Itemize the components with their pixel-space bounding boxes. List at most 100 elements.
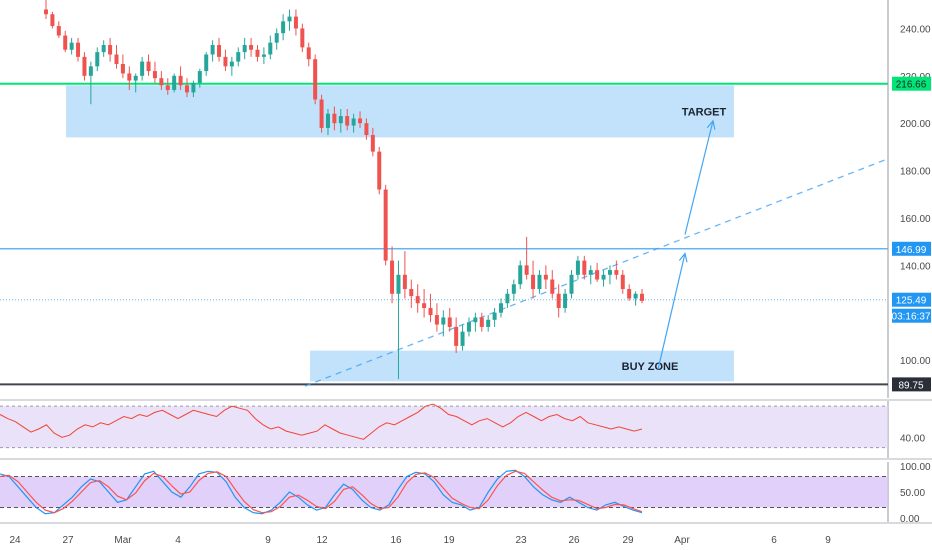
candle[interactable] <box>447 307 452 332</box>
candle[interactable] <box>63 30 68 53</box>
candle[interactable] <box>390 246 395 304</box>
candle[interactable] <box>563 289 568 313</box>
candle[interactable] <box>204 52 209 76</box>
buy-zone-arrow[interactable] <box>657 252 688 370</box>
candle[interactable] <box>338 108 343 133</box>
candle[interactable] <box>274 28 279 50</box>
candle[interactable] <box>620 270 625 294</box>
stochastic-pane[interactable]: 100.00 50.00 0.00 <box>0 462 932 525</box>
candle[interactable] <box>152 61 157 83</box>
candle[interactable] <box>44 0 48 19</box>
candle[interactable] <box>550 270 555 299</box>
candle[interactable] <box>191 80 196 98</box>
time-axis[interactable]: 24 27 Mar 4 9 12 16 19 23 26 29 Apr 6 9 <box>9 535 831 546</box>
candle[interactable] <box>499 298 504 318</box>
candle[interactable] <box>556 284 561 318</box>
candle[interactable] <box>108 37 113 62</box>
candle[interactable] <box>511 279 516 301</box>
candle[interactable] <box>473 312 478 332</box>
candle[interactable] <box>454 317 459 353</box>
rsi-pane[interactable]: 40.00 <box>0 399 932 460</box>
candle[interactable] <box>120 54 125 79</box>
candle[interactable] <box>358 111 363 128</box>
candle[interactable] <box>114 45 119 69</box>
candle[interactable] <box>82 52 87 81</box>
candle[interactable] <box>159 71 164 91</box>
candle[interactable] <box>165 78 170 95</box>
candle[interactable] <box>242 37 247 60</box>
candle[interactable] <box>351 113 356 133</box>
candle[interactable] <box>422 289 427 318</box>
candle[interactable] <box>261 47 266 64</box>
candle[interactable] <box>255 45 260 62</box>
candle[interactable] <box>396 260 401 380</box>
candle[interactable] <box>229 56 234 76</box>
candle[interactable] <box>377 146 382 195</box>
candle[interactable] <box>543 265 548 290</box>
candle[interactable] <box>466 317 471 337</box>
candle[interactable] <box>505 289 510 308</box>
target-zone[interactable] <box>66 85 734 138</box>
candle[interactable] <box>582 255 587 280</box>
candle[interactable] <box>172 73 177 93</box>
candle[interactable] <box>486 315 491 332</box>
candle[interactable] <box>140 56 145 81</box>
candle[interactable] <box>441 310 446 337</box>
rsi-line[interactable] <box>0 403 643 440</box>
candle[interactable] <box>332 106 337 131</box>
candle[interactable] <box>69 37 74 55</box>
candle[interactable] <box>293 9 298 36</box>
candle[interactable] <box>524 236 529 280</box>
candle[interactable] <box>236 47 241 67</box>
candle[interactable] <box>588 265 593 285</box>
candle[interactable] <box>492 307 497 327</box>
candle[interactable] <box>249 37 254 57</box>
candle[interactable] <box>88 61 93 105</box>
candle[interactable] <box>518 260 523 290</box>
candle[interactable] <box>281 14 286 41</box>
candle[interactable] <box>197 68 202 88</box>
candle[interactable] <box>575 255 580 280</box>
target-arrow[interactable] <box>684 119 716 235</box>
candle[interactable] <box>223 49 228 72</box>
candle[interactable] <box>614 260 619 280</box>
candle[interactable] <box>306 42 311 67</box>
candle[interactable] <box>345 108 350 131</box>
candle[interactable] <box>268 35 273 60</box>
candle[interactable] <box>210 40 215 62</box>
candle[interactable] <box>370 127 375 157</box>
candle[interactable] <box>607 265 612 285</box>
candle[interactable] <box>633 291 638 306</box>
candle[interactable] <box>217 37 222 62</box>
candle[interactable] <box>402 251 407 299</box>
candle[interactable] <box>428 293 433 323</box>
candle[interactable] <box>101 40 106 57</box>
stoch-k-line[interactable] <box>0 469 643 515</box>
candle[interactable] <box>56 21 61 38</box>
candle[interactable] <box>415 284 420 313</box>
candle[interactable] <box>595 262 600 282</box>
candle[interactable] <box>325 108 330 136</box>
candle[interactable] <box>319 94 324 133</box>
candle[interactable] <box>133 73 138 93</box>
candle[interactable] <box>434 303 439 332</box>
candle[interactable] <box>300 23 305 53</box>
candle[interactable] <box>313 54 318 105</box>
candle[interactable] <box>409 279 414 308</box>
candle[interactable] <box>640 289 644 304</box>
candle[interactable] <box>479 312 484 332</box>
candle[interactable] <box>383 184 388 266</box>
candle[interactable] <box>627 284 632 301</box>
candle[interactable] <box>364 118 369 140</box>
candle[interactable] <box>531 260 536 299</box>
candle[interactable] <box>76 37 81 62</box>
buy-zone-zone[interactable] <box>310 350 734 382</box>
candle[interactable] <box>537 270 542 294</box>
candle[interactable] <box>50 11 55 29</box>
candle[interactable] <box>95 47 100 72</box>
candle[interactable] <box>146 54 151 76</box>
candle[interactable] <box>460 324 465 351</box>
candle[interactable] <box>184 78 189 98</box>
